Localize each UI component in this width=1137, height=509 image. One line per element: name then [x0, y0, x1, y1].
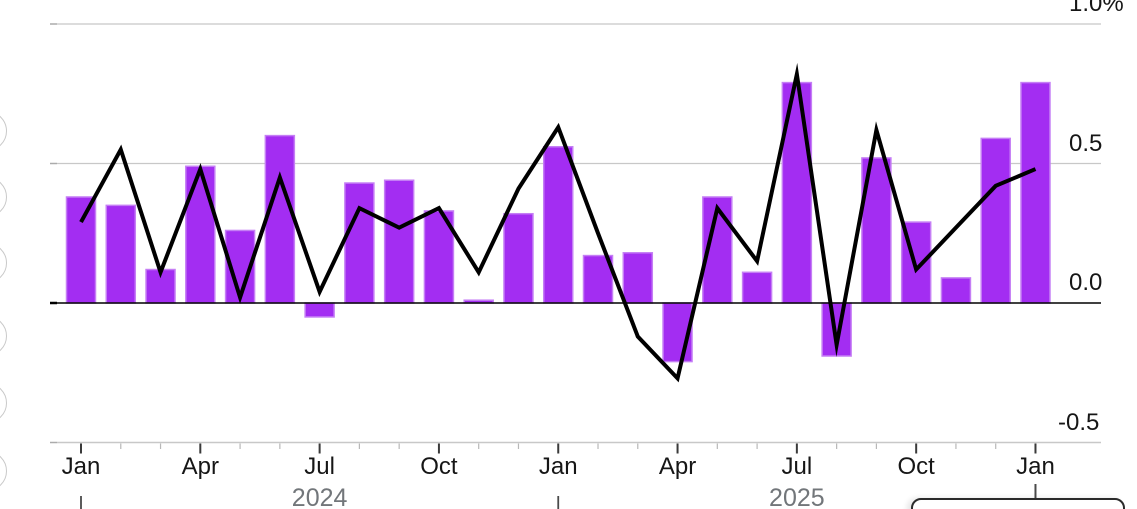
tooltip-box: [911, 498, 1125, 509]
year-label-2024: 2024: [291, 484, 348, 509]
y-axis-label-0_5: 0.5: [1069, 129, 1103, 157]
y-axis-label--0_5: -0.5: [1058, 408, 1100, 436]
bar-feb-2024[interactable]: [105, 204, 137, 304]
x-axis-label-jan-2025: Jan: [538, 453, 578, 480]
x-axis-label-jul-2025: Jul: [781, 453, 813, 480]
trend-line: [79, 62, 1037, 383]
bar-jun-2024[interactable]: [264, 134, 296, 304]
bar-jan-2026[interactable]: [1020, 81, 1051, 304]
y-axis-label-0: 0.0: [1069, 269, 1103, 296]
bar-jan-2025[interactable]: [542, 146, 574, 304]
bar-sep-2024[interactable]: [383, 179, 415, 304]
bar-jun-2025[interactable]: [741, 271, 773, 304]
bar-dec-2025[interactable]: [980, 137, 1011, 304]
bar-aug-2024[interactable]: [344, 182, 375, 304]
x-axis-label-oct-2024: Oct: [420, 453, 458, 480]
y-axis-label-1: 1.0%: [1069, 0, 1124, 17]
bar-nov-2025[interactable]: [940, 277, 972, 304]
bar-jul-2024[interactable]: [304, 302, 335, 318]
x-axis-label-oct-2025: Oct: [897, 453, 935, 480]
x-axis-label-apr-2025: Apr: [658, 453, 697, 480]
x-axis-label-jan-2026: Jan: [1016, 453, 1055, 480]
bar-dec-2024[interactable]: [503, 212, 534, 304]
x-axis-label-jul-2024: Jul: [304, 453, 335, 480]
bar-mar-2025[interactable]: [622, 252, 654, 304]
bar-apr-2024[interactable]: [185, 165, 216, 304]
year-label-2025: 2025: [769, 484, 825, 509]
x-axis-label-jan-2024: Jan: [61, 453, 101, 480]
bar-jan-2024[interactable]: [65, 196, 97, 304]
x-axis-label-apr-2024: Apr: [181, 453, 219, 480]
